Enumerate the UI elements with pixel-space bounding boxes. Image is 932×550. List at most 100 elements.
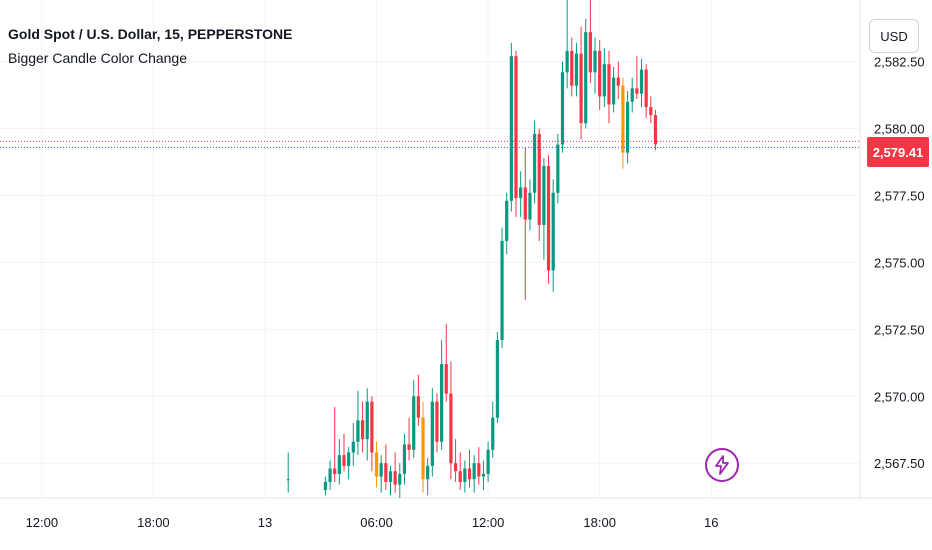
candle-body: [607, 64, 611, 105]
candle-body: [491, 417, 495, 450]
candle-body: [398, 473, 402, 485]
candle-body: [570, 50, 574, 86]
last-price-label: 2,579.41: [867, 137, 929, 167]
candle-body: [495, 340, 500, 418]
candle-body: [351, 441, 355, 453]
candle-body: [356, 420, 360, 442]
candle-body: [602, 64, 606, 97]
price-axis[interactable]: 2,567.50 2,570.00 2,572.50 2,575.00 2,577.50…: [874, 55, 925, 472]
candle-body: [412, 396, 416, 450]
candles-layer: [286, 0, 658, 498]
price-tick-label: 2,575.00: [874, 255, 925, 270]
candle-body: [649, 107, 653, 116]
candle-body: [402, 444, 407, 474]
candle-body: [388, 471, 393, 482]
price-tick-label: 2,570.00: [874, 389, 925, 404]
candle-body: [449, 393, 453, 464]
price-tick-label: 2,582.50: [874, 55, 925, 70]
time-tick-label: 13: [258, 515, 272, 530]
candle-body: [379, 463, 383, 477]
candle-body: [393, 471, 397, 485]
candle-body: [635, 88, 639, 94]
flash-button[interactable]: [705, 448, 739, 482]
candle-body: [342, 455, 346, 466]
time-tick-label: 12:00: [472, 515, 505, 530]
candle-body: [458, 471, 462, 482]
candle-body: [532, 133, 537, 193]
candle-body: [286, 479, 290, 481]
candle-body: [551, 192, 555, 271]
candle-body: [630, 88, 634, 102]
candle-body: [430, 401, 434, 466]
candle-body: [416, 396, 420, 418]
candle-body: [440, 364, 444, 442]
candle-body: [579, 53, 583, 124]
candle-body: [365, 401, 369, 440]
chart-legend: Gold Spot / U.S. Dollar, 15, PEPPERSTONE…: [8, 25, 292, 67]
indicator-name[interactable]: Bigger Candle Color Change: [8, 50, 187, 66]
candle-body: [435, 401, 439, 442]
candle-body: [421, 417, 425, 480]
price-tick-label: 2,580.00: [874, 122, 925, 137]
candle-body: [565, 50, 569, 73]
candle-body: [560, 72, 565, 145]
candle-body: [612, 77, 616, 105]
candle-body: [444, 364, 448, 394]
candle-body: [514, 56, 518, 199]
candle-body: [542, 166, 546, 225]
candle-body: [653, 115, 658, 145]
time-tick-label: 18:00: [583, 515, 616, 530]
last-price-lines: [0, 140, 860, 148]
candle-body: [574, 53, 579, 86]
candle-body: [588, 32, 592, 73]
time-tick-label: 12:00: [26, 515, 59, 530]
candle-body: [384, 463, 388, 482]
candle-body: [584, 32, 588, 124]
candle-body: [486, 449, 490, 474]
candle-body: [333, 468, 337, 474]
time-tick-label: 06:00: [360, 515, 393, 530]
candle-body: [360, 420, 365, 440]
candle-body: [328, 468, 332, 482]
candle-body: [593, 50, 597, 73]
candle-body: [453, 463, 458, 472]
symbol-title[interactable]: Gold Spot / U.S. Dollar, 15, PEPPERSTONE: [8, 26, 293, 42]
candle-body: [528, 192, 532, 220]
candle-body: [621, 85, 625, 153]
lightning-icon: [715, 455, 729, 475]
price-tick-label: 2,572.50: [874, 322, 925, 337]
candle-body: [477, 463, 481, 477]
time-axis[interactable]: 12:00 18:00 13 06:00 12:00 18:00 16: [26, 515, 719, 530]
candle-body: [546, 166, 551, 271]
candle-body: [374, 452, 379, 477]
candle-body: [426, 465, 430, 480]
candle-body: [323, 481, 328, 490]
candle-body: [598, 50, 602, 97]
candle-body: [644, 69, 648, 108]
candle-body: [616, 77, 620, 86]
candle-body: [505, 200, 509, 241]
candle-body: [481, 473, 486, 477]
candle-body: [625, 101, 630, 153]
candle-body: [407, 444, 411, 450]
candle-body: [337, 455, 341, 474]
candle-body: [472, 463, 476, 480]
candle-body: [556, 144, 560, 193]
candle-body: [467, 468, 472, 480]
candle-body: [370, 401, 374, 453]
candle-body: [537, 133, 541, 225]
candle-body: [639, 69, 644, 94]
currency-button[interactable]: USD: [869, 19, 919, 53]
time-tick-label: 18:00: [137, 515, 170, 530]
candle-body: [463, 468, 467, 482]
price-tick-label: 2,567.50: [874, 456, 925, 471]
candle-body: [347, 452, 351, 466]
candle-body: [519, 187, 523, 199]
candle-body: [500, 240, 504, 341]
candle-body: [509, 56, 513, 201]
grid-lines: [0, 0, 932, 499]
price-tick-label: 2,577.50: [874, 188, 925, 203]
candle-body: [523, 187, 527, 220]
time-tick-label: 16: [704, 515, 718, 530]
